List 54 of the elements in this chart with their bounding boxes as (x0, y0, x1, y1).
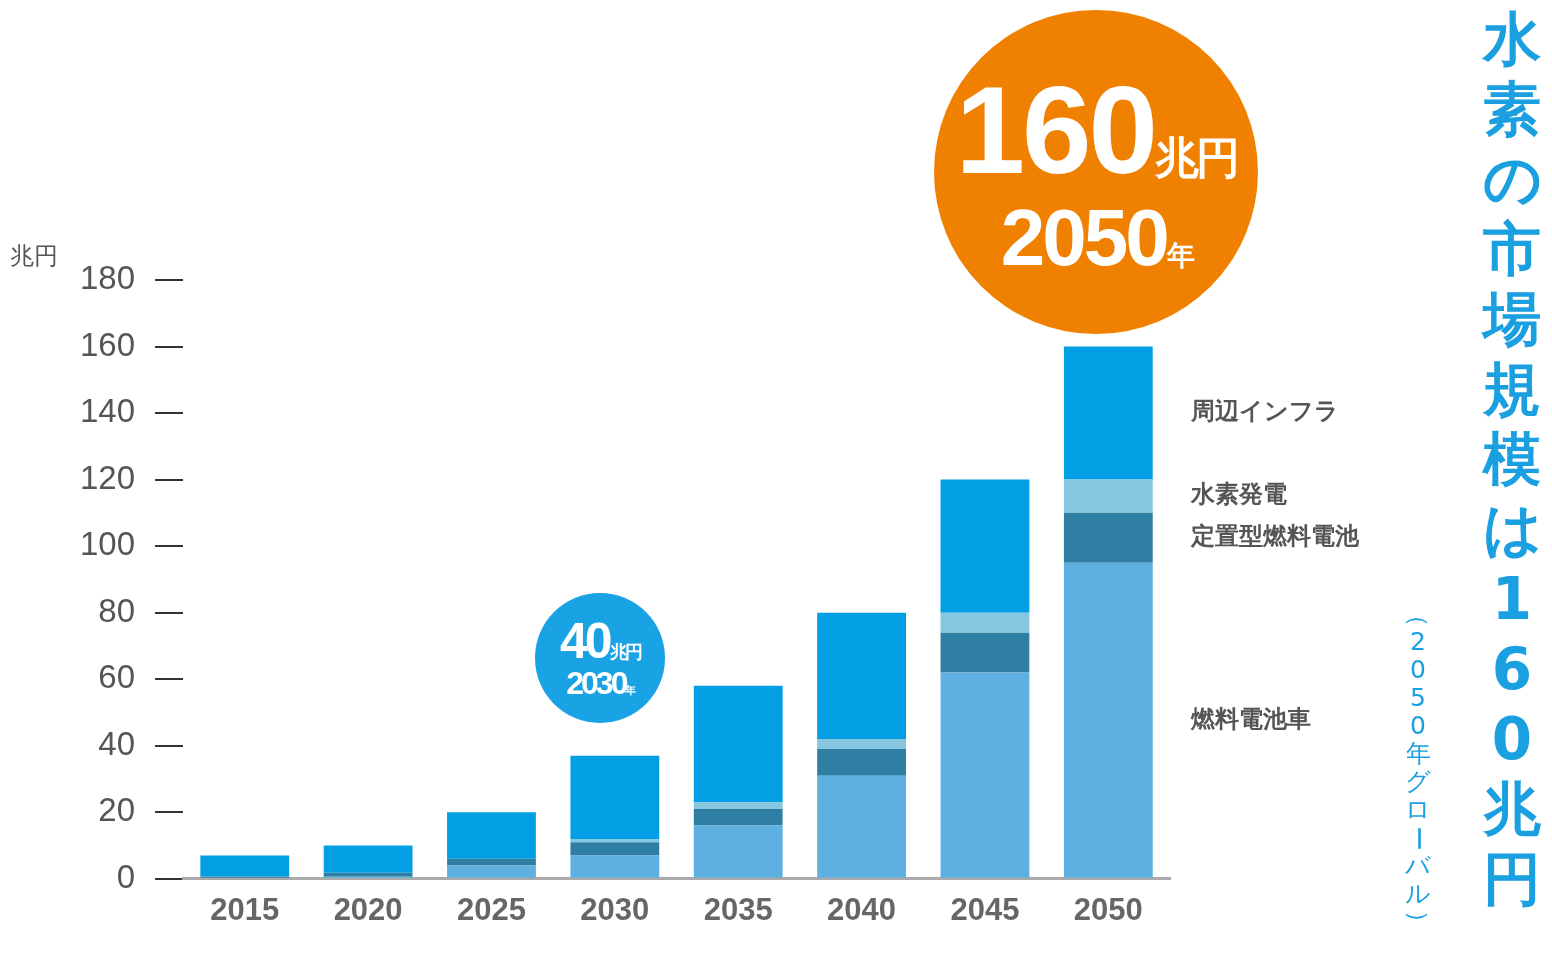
series-label: 定置型燃料電池 (1189, 522, 1360, 551)
y-tick-label: 140 (80, 392, 136, 430)
y-tick-label: 180 (80, 259, 136, 297)
bar (693, 802, 783, 809)
y-tick-label: 160 (80, 325, 136, 363)
x-tick-label: 2015 (210, 891, 280, 927)
bar (570, 842, 660, 856)
bar (693, 808, 783, 826)
bar (940, 632, 1030, 673)
series-label: 水素発電 (1189, 480, 1287, 509)
y-tick-label: 100 (80, 525, 136, 563)
x-tick-label: 2050 (1073, 891, 1143, 927)
bar (447, 858, 536, 866)
bar (940, 672, 1030, 878)
bar (693, 685, 783, 803)
chart-title: 水素の市場規模は160兆円 (1482, 5, 1542, 913)
bar (570, 855, 660, 878)
bar (447, 865, 536, 878)
x-tick-label: 2035 (703, 891, 773, 927)
bar (1063, 479, 1153, 513)
y-tick-label: 0 (116, 857, 136, 895)
bar (1063, 562, 1153, 878)
bar (817, 749, 906, 776)
x-tick-label: 2040 (827, 891, 897, 927)
bar (817, 775, 906, 878)
y-axis-title: 兆円 (10, 241, 58, 272)
bar (323, 845, 413, 873)
x-tick-label: 2025 (456, 891, 526, 927)
bar (817, 612, 906, 740)
bar (940, 612, 1030, 633)
bar (940, 479, 1030, 613)
bar (1063, 512, 1153, 563)
bar (200, 855, 290, 877)
series-label: 燃料電池車 (1189, 704, 1311, 733)
bar (447, 812, 536, 859)
circle-badge: 160兆円 2050年 (934, 10, 1259, 334)
y-tick-label: 40 (98, 724, 136, 762)
bar (570, 838, 660, 843)
bar (570, 755, 660, 839)
series-label: 周辺インフラ (1189, 397, 1339, 426)
bar (323, 872, 413, 877)
bar (1063, 346, 1153, 480)
circle-badge: 40兆円 2030年 (535, 593, 665, 723)
y-tick-label: 60 (98, 658, 136, 696)
bar (817, 739, 906, 750)
x-tick-label: 2020 (333, 891, 403, 927)
annotation: 2050年 (1000, 192, 1192, 282)
y-tick-label: 80 (98, 591, 136, 629)
text: （2050年グローバル） (1404, 601, 1433, 935)
y-tick-label: 20 (98, 791, 136, 829)
y-tick-label: 120 (80, 458, 136, 496)
x-tick-label: 2030 (580, 891, 650, 927)
x-tick-label: 2045 (950, 891, 1020, 927)
bar (693, 825, 783, 878)
